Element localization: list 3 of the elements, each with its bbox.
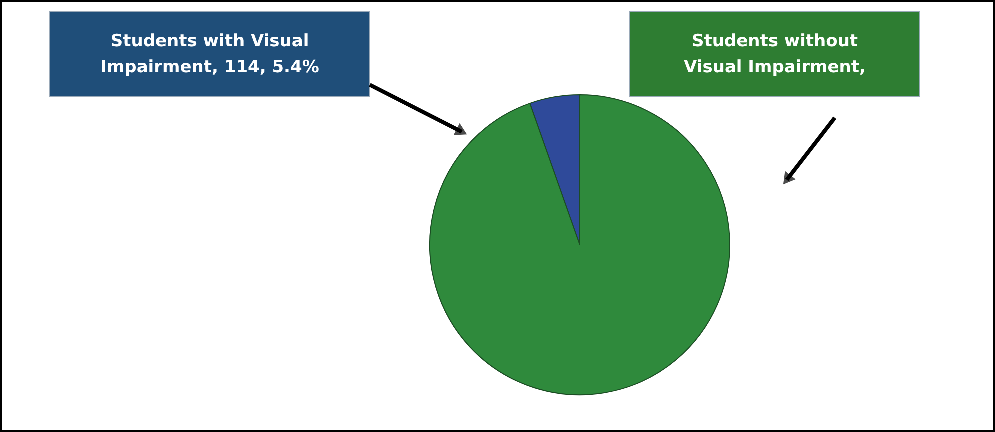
- text: Students without Visual Impairment,: [684, 32, 866, 78]
- text: Students with Visual Impairment, 114, 5.4%: [100, 32, 320, 78]
- pie-slice: [430, 94, 730, 396]
